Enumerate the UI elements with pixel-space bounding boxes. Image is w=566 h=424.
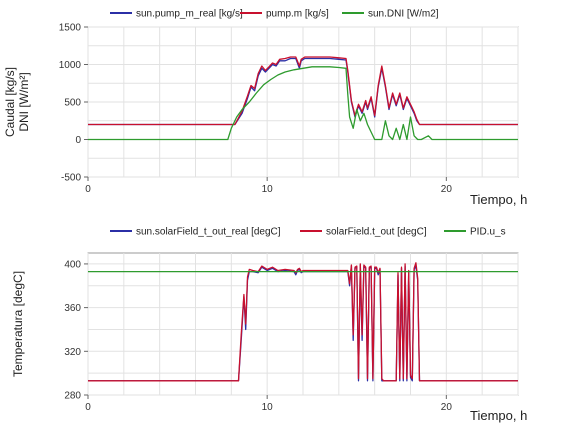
chart-1: -500 0 500 1000 1500 0 10 20 sun.pump_m_real [kg… bbox=[3, 9, 527, 208]
legend-label: solarField.t_out [degC] bbox=[326, 227, 427, 238]
y-tick-label: 500 bbox=[64, 98, 81, 109]
legend-label: sun.solarField_t_out_real [degC] bbox=[136, 227, 281, 238]
y-tick-label: 320 bbox=[64, 347, 81, 358]
x-axis-label: Tiempo, h bbox=[470, 192, 527, 207]
y-tick-label: -500 bbox=[61, 173, 81, 184]
chart-2: 280 320 360 400 0 10 20 sun.solarField_t_out_re… bbox=[11, 227, 527, 424]
x-tick-label: 20 bbox=[441, 184, 453, 195]
y-tick-label: 360 bbox=[64, 303, 81, 314]
y-axis-label: Caudal [kg/s] bbox=[3, 67, 17, 137]
y-axis-label: Temperatura [degC] bbox=[11, 271, 25, 377]
x-tick-label: 10 bbox=[262, 402, 274, 413]
x-tick-label: 10 bbox=[262, 184, 274, 195]
legend-label: PID.u_s bbox=[470, 227, 506, 238]
series-line-2 bbox=[88, 56, 518, 126]
y-axis-label: DNI [W/m²] bbox=[17, 72, 31, 131]
y-tick-label: 400 bbox=[64, 259, 81, 270]
y-tick-label: 0 bbox=[75, 135, 81, 146]
y-tick-label: 1500 bbox=[59, 23, 82, 34]
series-line-2 bbox=[88, 262, 518, 382]
legend-label: pump.m [kg/s] bbox=[266, 9, 329, 20]
y-tick-label: 280 bbox=[64, 391, 81, 402]
x-tick-label: 0 bbox=[85, 402, 91, 413]
legend-label: sun.pump_m_real [kg/s] bbox=[136, 9, 243, 20]
x-tick-label: 20 bbox=[441, 402, 453, 413]
x-tick-label: 0 bbox=[85, 184, 91, 195]
series-line-3 bbox=[88, 66, 518, 141]
legend-label: sun.DNI [W/m2] bbox=[368, 9, 439, 20]
x-axis-label: Tiempo, h bbox=[470, 408, 527, 423]
y-tick-label: 1000 bbox=[59, 60, 82, 71]
